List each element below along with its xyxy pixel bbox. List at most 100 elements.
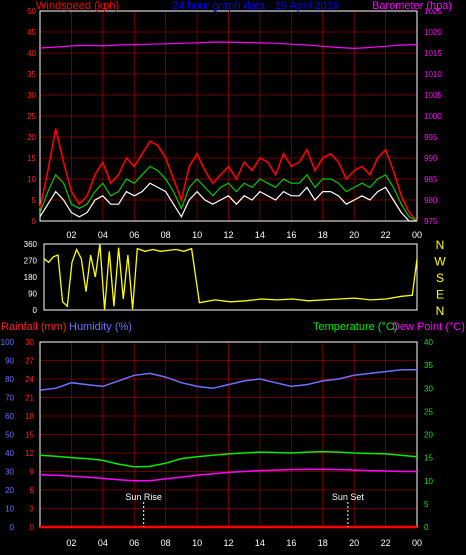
windspeed-axis-label: Windspeed (kph)	[36, 0, 119, 12]
barometer-y-tick-label: 990	[424, 154, 438, 163]
wind-x-tick-label: 16	[286, 230, 296, 240]
compass-letter: E	[436, 288, 444, 302]
humidity-y-tick-label: 40	[5, 449, 14, 458]
wind-y-tick-label: 20	[27, 133, 36, 142]
temperature-y-tick-label: 5	[424, 500, 429, 509]
temperature-y-ticks: 0 5 10 15 20 25 30 35 40	[424, 338, 433, 532]
wind-y-tick-label: 50	[27, 7, 36, 16]
wind-x-tick-label: 00	[412, 230, 422, 240]
rainfall-y-tick-label: 12	[25, 449, 34, 458]
humidity-y-tick-label: 100	[1, 338, 15, 347]
barometer-line	[39, 41, 418, 50]
temperature-y-tick-label: 10	[424, 477, 433, 486]
rainfall-axis-label: Rainfall (mm)	[1, 321, 66, 333]
compass-letter: S	[436, 271, 444, 285]
humidity-y-tick-label: 80	[5, 375, 14, 384]
humidity-line	[39, 369, 417, 391]
barometer-y-tick-label: 995	[424, 133, 438, 142]
temp-x-tick-label: 12	[223, 538, 233, 548]
wind-y-tick-label: 35	[27, 70, 36, 79]
windspeed-gust-line	[39, 165, 418, 222]
windspeed-hist-line	[39, 182, 417, 222]
temp-x-tick-label: 06	[129, 538, 139, 548]
windspeed-avg-line	[39, 128, 418, 222]
temp-x-tick-label: 08	[161, 538, 171, 548]
direction-y-tick-label: 270	[24, 257, 38, 266]
wind-x-tick-label: 06	[129, 230, 139, 240]
temperature-y-tick-label: 20	[424, 431, 433, 440]
barometer-y-ticks: 975 980 985 990 995 1000 1005 1010 1015 1020 1025	[424, 7, 442, 226]
temperature-y-tick-label: 0	[424, 523, 429, 532]
wind-y-ticks: 0 5 10 15 20 25 30 35 40 45 50	[27, 7, 36, 226]
barometer-y-tick-label: 975	[424, 217, 438, 226]
rainfall-y-tick-label: 6	[30, 486, 35, 495]
direction-y-tick-label: 0	[33, 306, 38, 315]
temp-series	[39, 369, 418, 529]
wind-x-tick-label: 08	[161, 230, 171, 240]
wind-series	[39, 41, 418, 222]
sunset-label: Sun Set	[332, 492, 365, 502]
wind-y-tick-label: 45	[27, 28, 36, 37]
humidity-y-tick-label: 10	[5, 505, 14, 514]
temp-x-tick-label: 16	[286, 538, 296, 548]
temp-x-tick-label: 18	[318, 538, 328, 548]
humidity-y-tick-label: 20	[5, 486, 14, 495]
chart-title: 24 hour graph data - 19 April 2016	[172, 0, 339, 12]
wind-y-tick-label: 40	[27, 49, 36, 58]
wind-x-tick-label: 20	[349, 230, 359, 240]
temp-x-tick-label: 00	[412, 538, 422, 548]
rainfall-y-tick-label: 27	[25, 357, 34, 366]
compass-letter: N	[436, 304, 445, 318]
temp-x-tick-label: 10	[192, 538, 202, 548]
direction-y-tick-label: 360	[24, 240, 38, 249]
rainfall-y-tick-label: 30	[25, 338, 34, 347]
barometer-y-tick-label: 985	[424, 175, 438, 184]
temp-x-tick-label: 14	[255, 538, 265, 548]
compass-letter: W	[434, 255, 446, 269]
temp-x-ticks: 02 04 06 08 10 12 14 16 18 20 22 00	[66, 538, 422, 548]
wind-direction-line	[43, 243, 418, 311]
humidity-y-tick-label: 90	[5, 357, 14, 366]
rainfall-y-tick-label: 3	[30, 505, 35, 514]
compass-letter: N	[436, 238, 445, 252]
dewpoint-line	[39, 468, 417, 482]
wind-y-tick-label: 5	[32, 196, 37, 205]
wind-x-ticks: 02 04 06 08 10 12 14 16 18 20 22 00	[66, 230, 422, 240]
wind-y-tick-label: 30	[27, 91, 36, 100]
barometer-y-tick-label: 980	[424, 196, 438, 205]
rainfall-y-tick-label: 0	[30, 523, 35, 532]
temperature-axis-label: Temperature (°C)	[313, 321, 397, 333]
temp-x-tick-label: 22	[381, 538, 391, 548]
wind-y-tick-label: 10	[27, 175, 36, 184]
sun-markers: Sun Rise Sun Set	[125, 492, 364, 527]
temperature-y-tick-label: 30	[424, 384, 433, 393]
temp-x-tick-label: 04	[98, 538, 108, 548]
wind-x-tick-label: 22	[381, 230, 391, 240]
barometer-y-tick-label: 1010	[424, 70, 442, 79]
direction-y-ticks: 0 90 180 270 360	[24, 240, 38, 315]
humidity-y-tick-label: 30	[5, 468, 14, 477]
direction-y-tick-label: 180	[24, 273, 38, 282]
humidity-y-tick-label: 0	[10, 523, 15, 532]
temperature-y-tick-label: 15	[424, 454, 433, 463]
temp-x-tick-label: 02	[66, 538, 76, 548]
direction-y-tick-label: 90	[28, 290, 37, 299]
barometer-y-tick-label: 1005	[424, 91, 442, 100]
wind-x-tick-label: 04	[98, 230, 108, 240]
humidity-axis-label: Humidity (%)	[69, 321, 132, 333]
wind-y-tick-label: 15	[27, 154, 36, 163]
wind-x-tick-label: 10	[192, 230, 202, 240]
wind-y-tick-label: 0	[32, 217, 37, 226]
rainfall-y-tick-label: 21	[25, 394, 34, 403]
direction-frame	[43, 243, 418, 311]
dewpoint-axis-label: Dew Point (°C)	[392, 321, 465, 333]
barometer-y-tick-label: 1020	[424, 28, 442, 37]
wind-x-tick-label: 12	[223, 230, 233, 240]
humidity-y-tick-label: 50	[5, 431, 14, 440]
rainfall-y-tick-label: 15	[25, 431, 34, 440]
rainfall-y-tick-label: 24	[25, 375, 34, 384]
